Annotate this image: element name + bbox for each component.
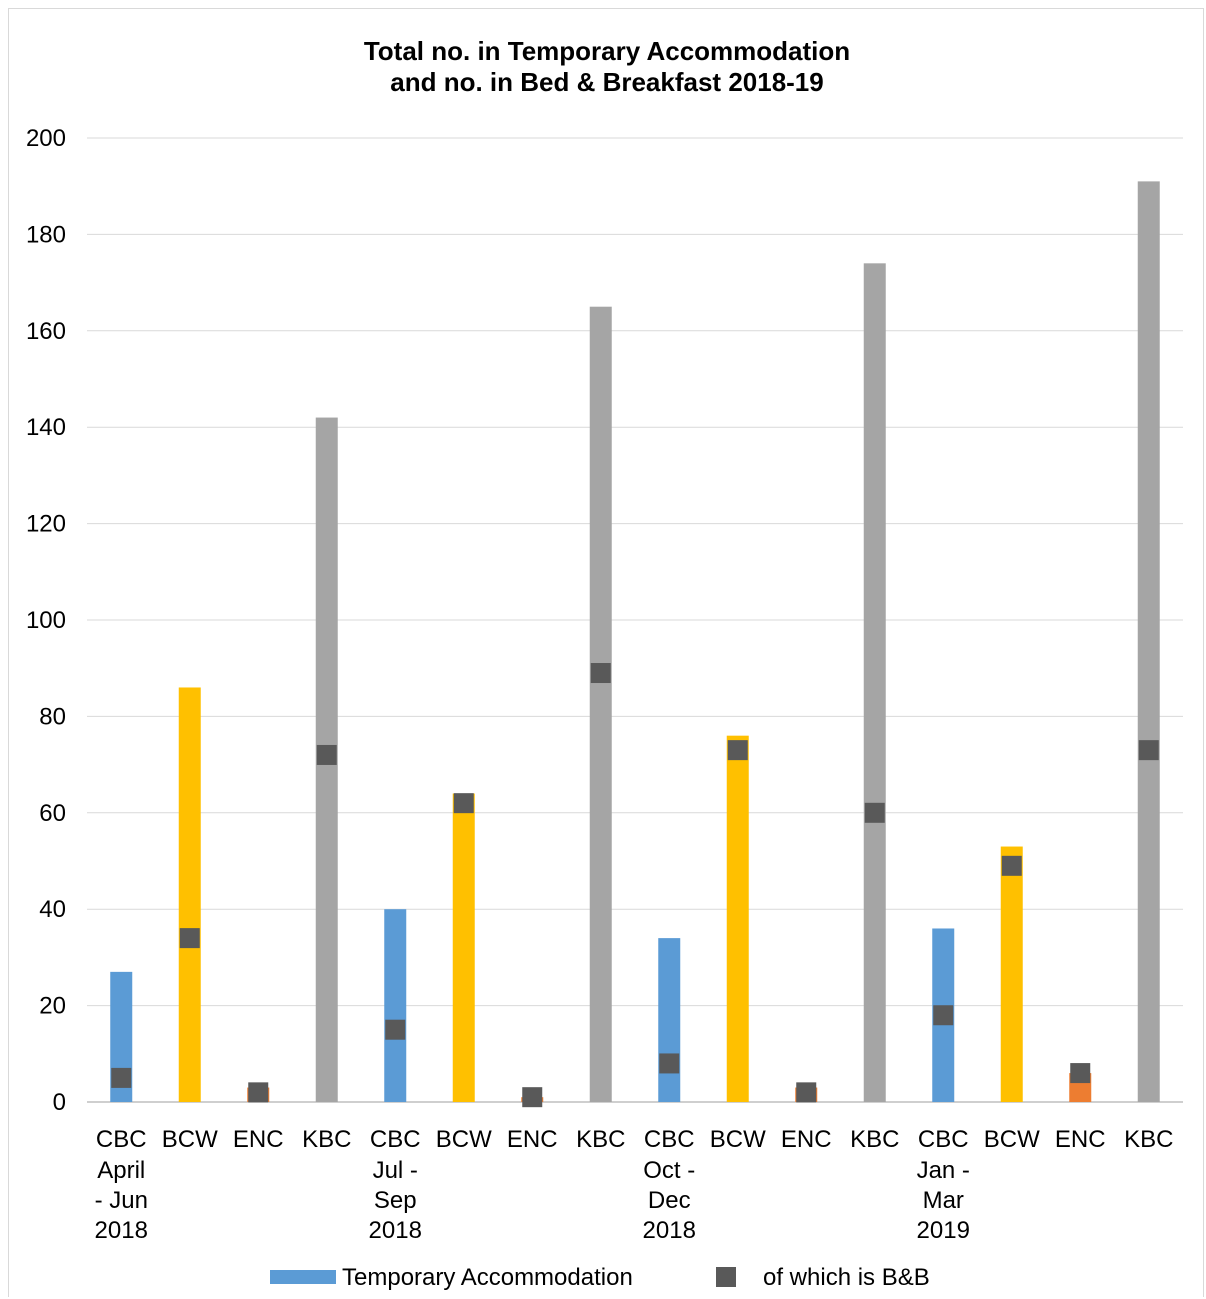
x-period-label: 2019 (917, 1217, 970, 1244)
bb-marker (1001, 855, 1022, 876)
x-category-label: CBC (96, 1126, 147, 1153)
x-category-label: ENC (781, 1126, 832, 1153)
x-category-label: CBC (644, 1126, 695, 1153)
bb-marker (522, 1087, 543, 1108)
x-period-label: April (97, 1157, 145, 1184)
chart-title-line: Total no. in Temporary Accommodation (364, 36, 850, 66)
y-axis-ticks: 0 20 40 60 80 100 120 140 160 180 200 (26, 125, 66, 1116)
bar (658, 938, 681, 1102)
x-period-label: 2018 (369, 1217, 422, 1244)
y-tick-label: 0 (53, 1089, 66, 1116)
bar (863, 263, 886, 1102)
x-period-label: 2018 (643, 1217, 696, 1244)
x-axis-labels: CBC April - Jun 2018 BCW ENC KBC CBC Jul - Sep 201… (95, 1126, 1174, 1244)
bar (384, 909, 407, 1102)
bar (1137, 181, 1160, 1102)
legend-swatch-bb (716, 1267, 736, 1287)
bb-marker (727, 740, 748, 761)
legend-label-temporary-accommodation: Temporary Accommodation (342, 1264, 633, 1291)
x-period-label: 2018 (95, 1217, 148, 1244)
y-tick-label: 200 (26, 125, 66, 152)
x-period-label: Dec (648, 1187, 691, 1214)
y-tick-label: 160 (26, 318, 66, 345)
bb-marker (316, 744, 337, 765)
y-tick-label: 60 (39, 800, 66, 827)
bb-marker (453, 793, 474, 814)
y-tick-label: 120 (26, 511, 66, 538)
y-tick-label: 40 (39, 896, 66, 923)
chart-title-line: and no. in Bed & Breakfast 2018-19 (390, 67, 823, 97)
bar (1000, 846, 1023, 1102)
y-tick-label: 20 (39, 993, 66, 1020)
y-tick-label: 80 (39, 703, 66, 730)
bar (726, 735, 749, 1102)
x-category-label: KBC (850, 1126, 899, 1153)
legend-swatch-temporary-accommodation (270, 1270, 336, 1284)
x-category-label: CBC (370, 1126, 421, 1153)
bb-marker (590, 663, 611, 684)
x-category-label: ENC (233, 1126, 284, 1153)
x-category-label: ENC (1055, 1126, 1106, 1153)
x-period-label: Jan - (917, 1157, 970, 1184)
y-tick-label: 180 (26, 221, 66, 248)
x-category-label: KBC (302, 1126, 351, 1153)
bar (178, 687, 201, 1102)
x-period-label: Sep (374, 1187, 417, 1214)
bb-marker (1138, 740, 1159, 761)
x-period-label: Mar (923, 1187, 964, 1214)
bb-marker (179, 928, 200, 949)
bar (589, 306, 612, 1102)
bb-marker (1070, 1063, 1091, 1084)
x-category-label: BCW (162, 1126, 218, 1153)
bars (110, 181, 1160, 1102)
x-category-label: BCW (984, 1126, 1040, 1153)
bb-marker (111, 1067, 132, 1088)
legend-label-bb: of which is B&B (763, 1264, 930, 1291)
x-category-label: CBC (918, 1126, 969, 1153)
x-period-label: Oct - (643, 1157, 695, 1184)
y-tick-label: 100 (26, 607, 66, 634)
chart-title: Total no. in Temporary Accommodationand … (364, 36, 850, 97)
x-period-label: - Jun (95, 1187, 148, 1214)
bb-marker (796, 1082, 817, 1103)
bb-marker (385, 1019, 406, 1040)
bb-marker (864, 802, 885, 823)
x-category-label: BCW (710, 1126, 766, 1153)
y-tick-label: 140 (26, 414, 66, 441)
bb-marker (933, 1005, 954, 1026)
bb-marker (248, 1082, 269, 1103)
x-period-label: Jul - (373, 1157, 418, 1184)
bb-marker (659, 1053, 680, 1074)
x-category-label: BCW (436, 1126, 492, 1153)
chart-frame (8, 8, 1204, 1297)
bar (452, 793, 475, 1102)
markers (111, 663, 1159, 1108)
x-category-label: KBC (576, 1126, 625, 1153)
gridlines (87, 137, 1183, 1103)
legend: Temporary Accommodation of which is B&B (270, 1264, 930, 1291)
x-category-label: KBC (1124, 1126, 1173, 1153)
x-category-label: ENC (507, 1126, 558, 1153)
